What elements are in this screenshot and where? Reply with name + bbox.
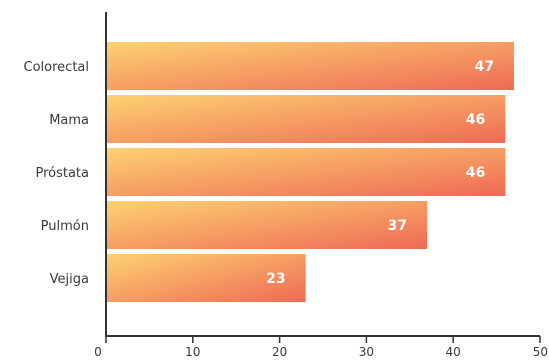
bar-colorectal bbox=[106, 42, 514, 90]
bars-layer bbox=[106, 42, 514, 302]
bar-próstata bbox=[106, 148, 506, 196]
category-label: Vejiga bbox=[50, 272, 89, 287]
category-label: Pulmón bbox=[41, 219, 89, 234]
data-label: 46 bbox=[466, 112, 485, 128]
data-label: 46 bbox=[466, 165, 485, 181]
data-label: 37 bbox=[388, 218, 407, 234]
labels-layer: Colorectal 47 Mama 46 Próstata 46 Pulmón 37 Veji… bbox=[24, 59, 494, 287]
x-tick-label: 30 bbox=[359, 345, 374, 359]
bar-pulmón bbox=[106, 201, 428, 249]
bar-mama bbox=[106, 95, 506, 143]
data-label: 47 bbox=[474, 59, 493, 75]
x-tick-label: 10 bbox=[185, 345, 200, 359]
x-tick-label: 0 bbox=[94, 345, 102, 359]
data-label: 23 bbox=[266, 271, 285, 287]
x-tick-label: 50 bbox=[533, 345, 548, 359]
x-tick-label: 40 bbox=[446, 345, 461, 359]
category-label: Próstata bbox=[35, 166, 89, 181]
category-label: Colorectal bbox=[24, 60, 89, 75]
bar-vejiga bbox=[106, 254, 306, 302]
x-tick-label: 20 bbox=[272, 345, 287, 359]
category-label: Mama bbox=[49, 113, 89, 128]
axes-layer: 0 10 20 30 40 50 bbox=[94, 12, 548, 359]
